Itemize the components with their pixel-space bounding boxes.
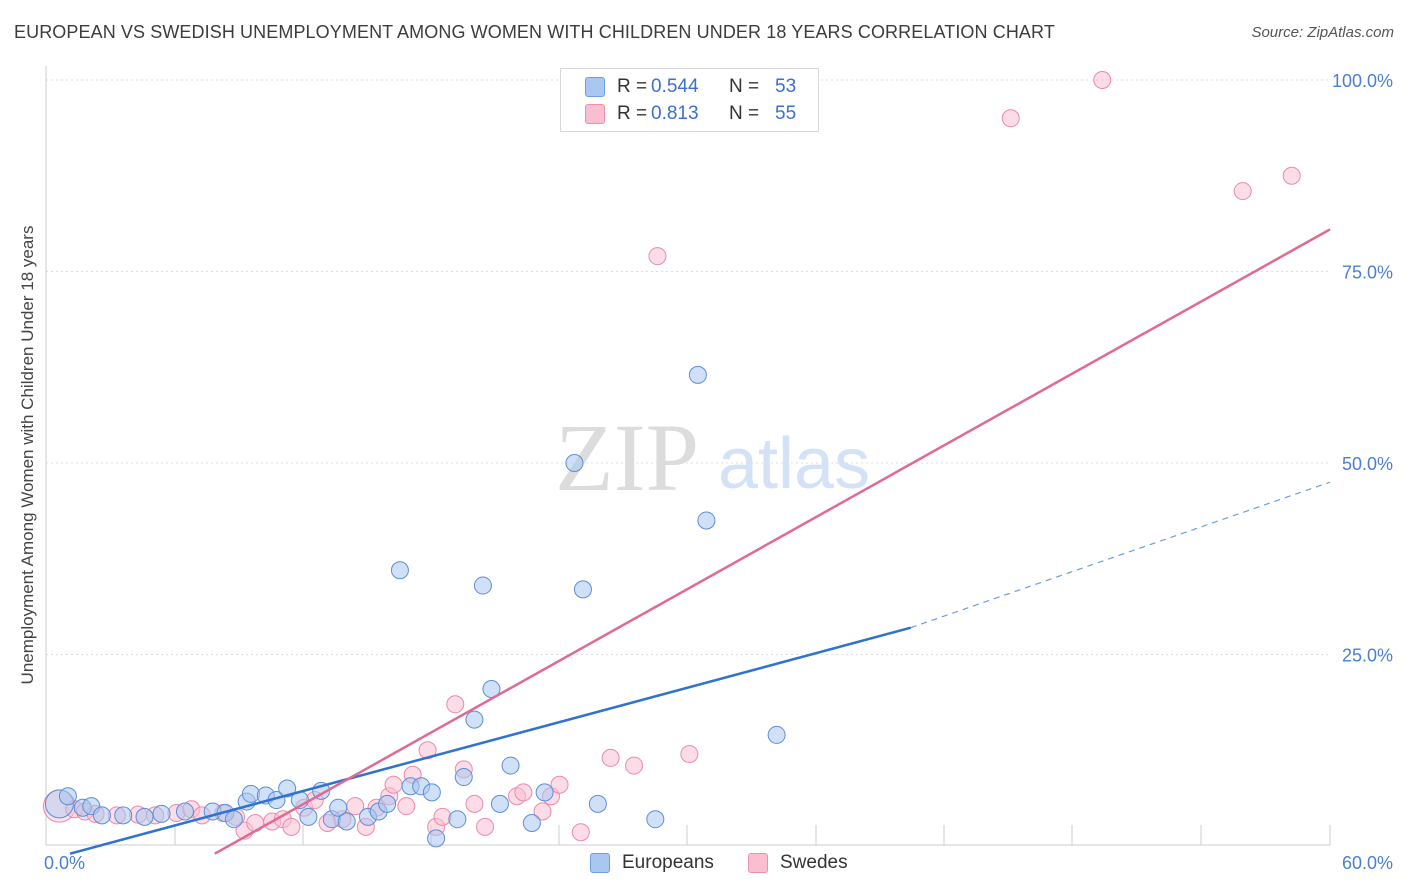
europeans-point bbox=[427, 829, 446, 848]
legend-n-label: N = bbox=[729, 103, 760, 124]
bottom-legend-swedes: Swedes bbox=[748, 852, 848, 874]
bottom-legend-europeans: Europeans bbox=[590, 852, 714, 874]
europeans-point bbox=[299, 807, 318, 826]
swedes-trend-line bbox=[214, 228, 1331, 855]
swedes-point bbox=[1282, 166, 1301, 185]
bottom-legend-label: Swedes bbox=[780, 852, 848, 873]
europeans-point bbox=[390, 561, 409, 580]
source-label: Source: ZipAtlas.com bbox=[1251, 24, 1394, 41]
europeans-point bbox=[448, 810, 467, 829]
y-axis-label: Unemployment Among Women with Children U… bbox=[18, 226, 37, 685]
europeans-point bbox=[378, 794, 397, 813]
axes bbox=[45, 66, 1331, 846]
tick-labels: 25.0% 50.0% 75.0% 100.0% 0.0% 60.0% bbox=[44, 71, 1393, 873]
legend-n-value: 55 bbox=[775, 103, 797, 124]
europeans-point bbox=[337, 812, 356, 831]
bottom-swatch-swedes bbox=[748, 853, 768, 873]
swedes-point bbox=[625, 756, 644, 775]
swedes-point bbox=[397, 797, 416, 816]
swedes-point bbox=[514, 783, 533, 802]
swedes-point bbox=[1233, 182, 1252, 201]
watermark-atlas: atlas bbox=[718, 424, 870, 504]
gridlines bbox=[46, 79, 1330, 655]
europeans-point bbox=[522, 814, 541, 833]
swedes-point bbox=[601, 748, 620, 767]
europeans-point bbox=[58, 787, 77, 806]
europeans-point bbox=[152, 804, 171, 823]
chart-title: EUROPEAN VS SWEDISH UNEMPLOYMENT AMONG W… bbox=[14, 22, 1055, 42]
y-tick-label: 100.0% bbox=[1332, 71, 1393, 91]
swedes-point bbox=[433, 807, 452, 826]
europeans-point bbox=[535, 783, 554, 802]
europeans-trend-extension bbox=[910, 481, 1331, 629]
europeans-trend-line bbox=[69, 626, 912, 855]
europeans-point bbox=[114, 806, 133, 825]
swedes-point bbox=[571, 823, 590, 842]
legend-r-label: R = bbox=[617, 103, 648, 124]
legend: R = 0.544 N = 53 R = 0.813 N = 55 bbox=[560, 68, 819, 132]
legend-row-swedes: R = 0.813 N = 55 bbox=[585, 102, 796, 126]
y-tick-label: 50.0% bbox=[1342, 454, 1393, 474]
bottom-swatch-europeans bbox=[590, 853, 610, 873]
europeans-point bbox=[465, 710, 484, 729]
y-tick-label: 75.0% bbox=[1342, 263, 1393, 283]
x-tick-label: 0.0% bbox=[44, 853, 85, 873]
legend-row-europeans: R = 0.544 N = 53 bbox=[585, 75, 796, 99]
europeans-point bbox=[241, 784, 260, 803]
europeans-point bbox=[224, 810, 243, 829]
europeans-point bbox=[697, 511, 716, 530]
europeans-point bbox=[278, 779, 297, 798]
europeans-point bbox=[329, 798, 348, 817]
swedes-point bbox=[1001, 109, 1020, 128]
europeans-point bbox=[565, 454, 584, 472]
x-tick-label: 60.0% bbox=[1342, 853, 1393, 873]
y-tick-label: 25.0% bbox=[1342, 646, 1393, 666]
legend-swatch-europeans bbox=[585, 77, 605, 97]
legend-n-value: 53 bbox=[775, 76, 797, 97]
swedes-point bbox=[680, 745, 699, 764]
europeans-point bbox=[767, 725, 786, 744]
swedes-point bbox=[465, 794, 484, 813]
swedes-point bbox=[648, 247, 667, 266]
swedes-point bbox=[550, 775, 569, 794]
europeans-point bbox=[422, 783, 441, 802]
legend-n-label: N = bbox=[729, 76, 760, 97]
europeans-point bbox=[646, 810, 665, 829]
europeans-point bbox=[573, 580, 592, 599]
swedes-point bbox=[446, 695, 465, 714]
swedes-point bbox=[384, 775, 403, 794]
europeans-point bbox=[135, 807, 154, 826]
europeans-point bbox=[688, 365, 707, 384]
bottom-legend-label: Europeans bbox=[622, 852, 714, 873]
europeans-point bbox=[92, 806, 111, 825]
swedes-point bbox=[282, 817, 301, 836]
europeans-point bbox=[473, 576, 492, 595]
europeans-point bbox=[454, 768, 473, 787]
europeans-point bbox=[490, 794, 509, 813]
trend-lines bbox=[69, 228, 1331, 855]
legend-r-value: 0.544 bbox=[651, 76, 699, 97]
legend-r-value: 0.813 bbox=[651, 103, 699, 124]
swedes-point bbox=[1093, 71, 1112, 89]
legend-r-label: R = bbox=[617, 76, 648, 97]
europeans-point bbox=[501, 756, 520, 775]
swedes-point bbox=[476, 817, 495, 836]
legend-swatch-swedes bbox=[585, 104, 605, 124]
swedes-point bbox=[533, 802, 552, 821]
europeans-point bbox=[175, 802, 194, 821]
europeans-point bbox=[588, 794, 607, 813]
